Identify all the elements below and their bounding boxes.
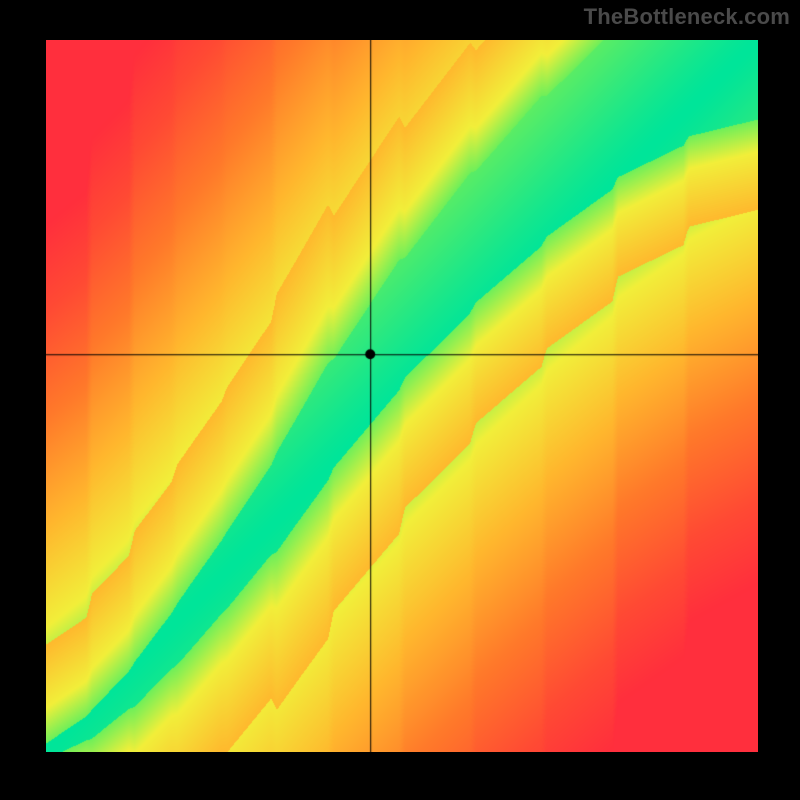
heatmap-canvas: [46, 40, 758, 752]
plot-area: [46, 40, 758, 752]
watermark-text: TheBottleneck.com: [584, 4, 790, 30]
